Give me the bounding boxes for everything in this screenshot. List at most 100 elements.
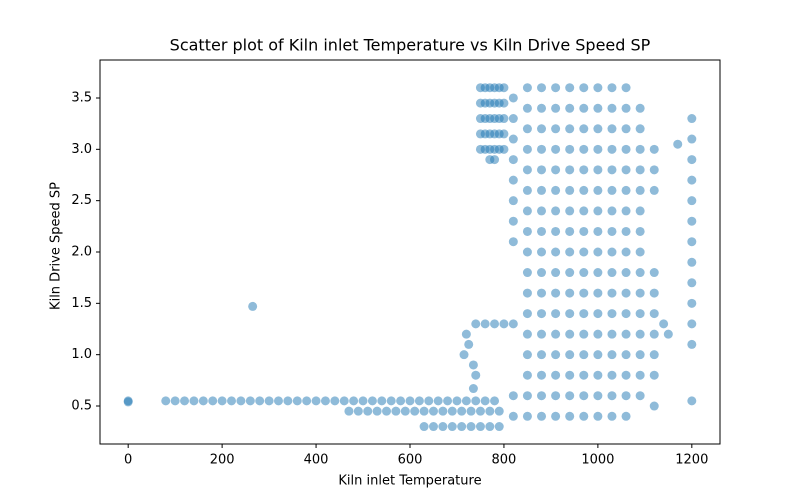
point [537,329,547,339]
point [457,422,467,432]
point [255,396,265,406]
point [292,396,302,406]
chart-title: Scatter plot of Kiln inlet Temperature v… [170,36,651,55]
point [579,226,589,236]
point [499,114,509,124]
point [635,206,645,216]
point [537,165,547,175]
point [621,206,631,216]
point [537,144,547,154]
point [551,165,561,175]
point [607,391,617,401]
point [621,144,631,154]
point [649,401,659,411]
point [522,206,532,216]
point [508,319,518,329]
point [551,370,561,380]
point [635,288,645,298]
point [649,144,659,154]
point [607,247,617,257]
point [537,226,547,236]
point [499,83,509,93]
point [607,350,617,360]
point [607,165,617,175]
point [273,396,283,406]
point [607,309,617,319]
point [480,396,490,406]
point [621,370,631,380]
x-tick-label: 800 [492,453,517,468]
point [468,384,478,394]
point [635,103,645,113]
point [537,83,547,93]
point [537,247,547,257]
point [459,350,469,360]
point [508,134,518,144]
point [189,396,199,406]
point [466,406,476,416]
point [621,83,631,93]
point [579,124,589,134]
x-tick-label: 1000 [581,453,614,468]
point [607,329,617,339]
point [551,103,561,113]
point [579,329,589,339]
point [475,406,485,416]
point [522,144,532,154]
point [537,309,547,319]
point [551,268,561,278]
point [245,396,255,406]
point [551,206,561,216]
point [565,165,575,175]
point [522,411,532,421]
point [635,226,645,236]
point [565,144,575,154]
point [565,288,575,298]
point [522,370,532,380]
point [471,319,481,329]
point [419,422,429,432]
x-tick-label: 1200 [675,453,708,468]
point [565,309,575,319]
point [508,237,518,247]
point [593,83,603,93]
point [180,396,190,406]
point [464,339,474,349]
point [508,216,518,226]
point [414,396,424,406]
point [372,406,382,416]
point [635,185,645,195]
point [447,406,457,416]
point [565,247,575,257]
point [490,319,500,329]
point [508,175,518,185]
point [687,237,697,247]
point [649,268,659,278]
point [499,129,509,139]
point [551,411,561,421]
point [687,134,697,144]
point [522,309,532,319]
point [217,396,227,406]
point [649,309,659,319]
point [283,396,293,406]
point [579,350,589,360]
point [635,124,645,134]
point [537,124,547,134]
point [687,396,697,406]
point [358,396,368,406]
point [607,83,617,93]
point [649,185,659,195]
point [687,196,697,206]
point [621,226,631,236]
point [471,370,481,380]
x-axis-label: Kiln inlet Temperature [338,474,481,489]
point [593,124,603,134]
point [579,391,589,401]
point [438,422,448,432]
point [522,165,532,175]
point [227,396,237,406]
point [551,226,561,236]
point [621,288,631,298]
point [593,411,603,421]
